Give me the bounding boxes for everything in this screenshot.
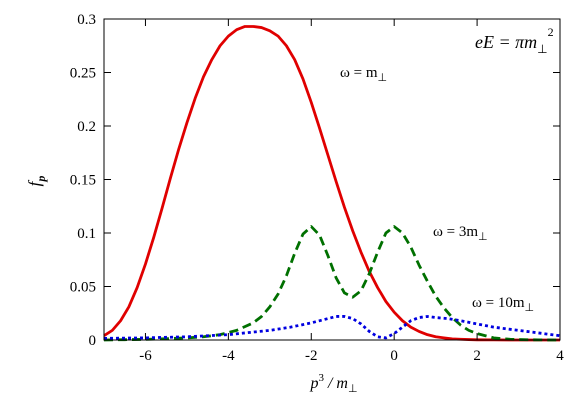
y-axis-label-sub: p — [34, 176, 48, 183]
y-tick-label: 0.25 — [70, 66, 96, 82]
series-label-0-sub: ⊥ — [378, 72, 388, 84]
series-label-1-sub: ⊥ — [478, 231, 488, 243]
y-tick-label: 0.2 — [77, 119, 96, 135]
series-label-0: ω = m⊥ — [340, 65, 387, 84]
y-tick-label: 0 — [89, 333, 97, 349]
x-axis-label-main: p — [309, 375, 318, 392]
series-label-2: ω = 10m⊥ — [472, 295, 534, 314]
series-label-1-main: ω = 3m — [433, 224, 478, 240]
series-layer — [103, 25, 561, 342]
x-axis-label-sub: ⊥ — [348, 383, 358, 395]
field-annotation-mid: = πm — [494, 32, 537, 52]
y-axis-label-main: f — [25, 179, 44, 186]
series-line-0 — [103, 25, 560, 342]
series-label-1: ω = 3m⊥ — [433, 224, 488, 243]
field-annotation: eE = πm⊥2 — [475, 25, 554, 56]
x-axis-label-rest: / m — [324, 375, 348, 392]
x-axis-label-sup: 3 — [318, 372, 324, 384]
y-axis-label: fp — [25, 176, 48, 187]
y-tick-label: 0.1 — [77, 226, 96, 242]
field-annotation-sub: ⊥ — [537, 42, 547, 56]
ticks-layer: -6 -4 -2 0 2 4 0 0.05 0.1 0.15 0.2 0.25 0.3 — [70, 12, 565, 364]
plot-frame — [103, 18, 561, 341]
field-annotation-sup: 2 — [548, 25, 554, 39]
x-tick-label: 0 — [390, 348, 398, 364]
x-tick-label: -2 — [305, 348, 318, 364]
field-annotation-pre: eE — [475, 32, 494, 52]
y-tick-label: 0.15 — [70, 173, 96, 189]
x-axis-label: p3 / m⊥ — [309, 372, 357, 395]
x-tick-label: -4 — [222, 348, 235, 364]
x-tick-label: -6 — [139, 348, 152, 364]
x-tick-label: 2 — [473, 348, 481, 364]
y-tick-label: 0.3 — [77, 12, 96, 28]
series-line-2 — [103, 315, 561, 340]
series-label-0-main: ω = m — [340, 65, 378, 81]
y-tick-label: 0.05 — [70, 280, 96, 296]
x-tick-label: 4 — [556, 348, 564, 364]
series-label-2-main: ω = 10m — [472, 295, 525, 311]
series-label-2-sub: ⊥ — [525, 302, 535, 314]
series-line-1 — [103, 225, 561, 342]
